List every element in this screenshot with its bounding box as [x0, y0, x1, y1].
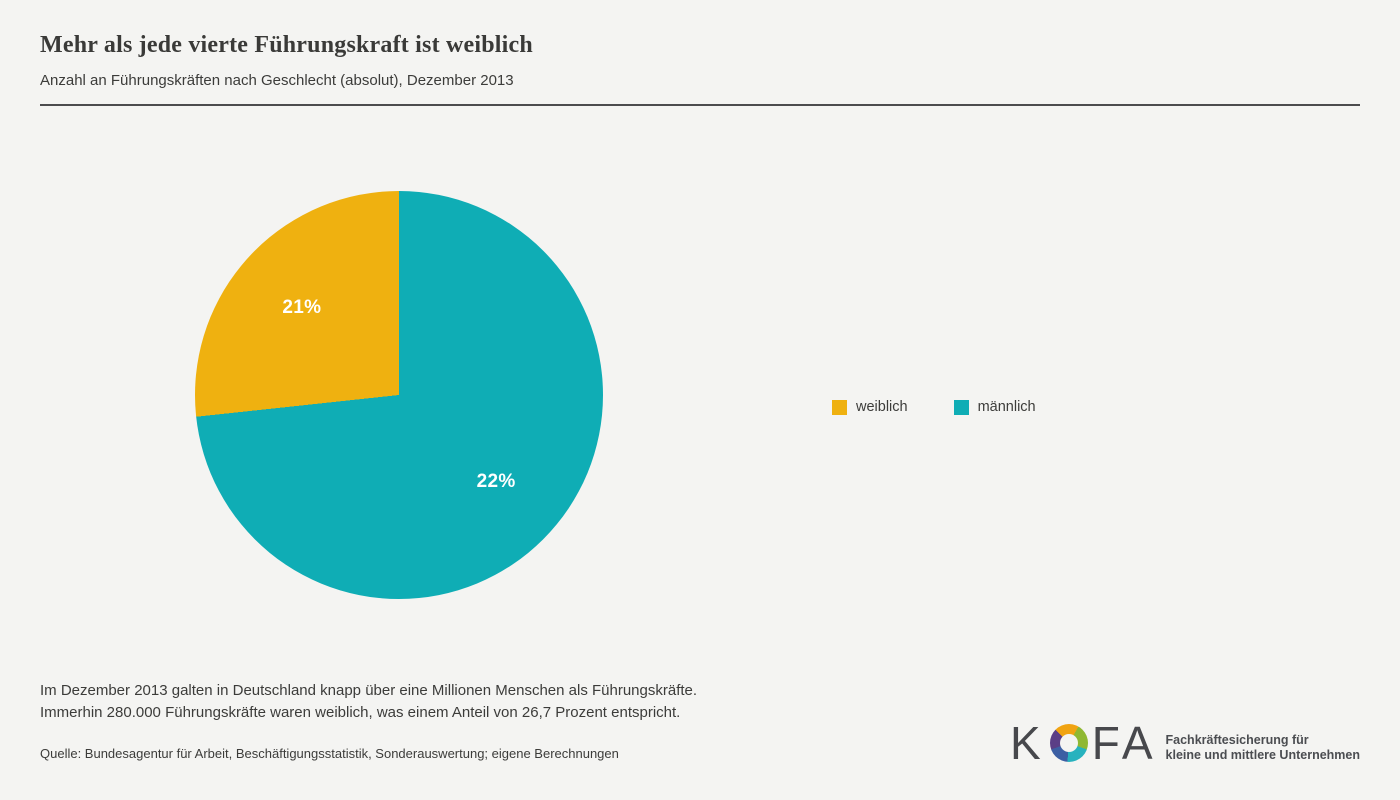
kofa-letter-f: F — [1091, 717, 1122, 769]
header-divider — [40, 104, 1360, 106]
kofa-swirl-icon — [1049, 724, 1088, 762]
kofa-tagline-line-2: kleine und mittlere Unternehmen — [1165, 748, 1360, 762]
kofa-swirl-hole — [1059, 734, 1078, 752]
legend-swatch-maennlich — [953, 399, 969, 415]
kofa-letter-a: A — [1121, 717, 1155, 769]
page-title: Mehr als jede vierte Führungskraft ist w… — [40, 32, 533, 58]
legend-swatch-weiblich — [832, 399, 847, 415]
source-line: Quelle: Bundesagentur für Arbeit, Beschä… — [40, 746, 619, 761]
pie-slice-label-weiblich: 21% — [282, 296, 322, 318]
legend-item-maennlich: männlich — [953, 399, 1036, 415]
kofa-letter-k: K — [1010, 717, 1043, 769]
pie-slice-label-männlich: 22% — [476, 471, 516, 493]
annotation-line-1: Im Dezember 2013 galten in Deutschland k… — [40, 682, 698, 699]
kofa-tagline: Fachkräftesicherung für kleine und mittl… — [1166, 723, 1360, 763]
chart-legend: weiblich männlich — [832, 399, 1036, 415]
pie-chart: 22% 21% — [195, 191, 603, 599]
legend-label-weiblich: weiblich — [856, 399, 908, 415]
kofa-tagline-line-1: Fachkräftesicherung für — [1165, 733, 1309, 747]
annotation-text: Im Dezember 2013 galten in Deutschland k… — [40, 680, 697, 724]
annotation-line-2: Immerhin 280.000 Führungskräfte waren we… — [40, 704, 681, 721]
legend-label-maennlich: männlich — [977, 399, 1036, 415]
legend-item-weiblich: weiblich — [832, 399, 908, 415]
page-subtitle: Anzahl an Führungskräften nach Geschlech… — [40, 72, 514, 89]
kofa-logo: K F A Fachkräftesicherung für kleine und… — [1010, 720, 1360, 766]
